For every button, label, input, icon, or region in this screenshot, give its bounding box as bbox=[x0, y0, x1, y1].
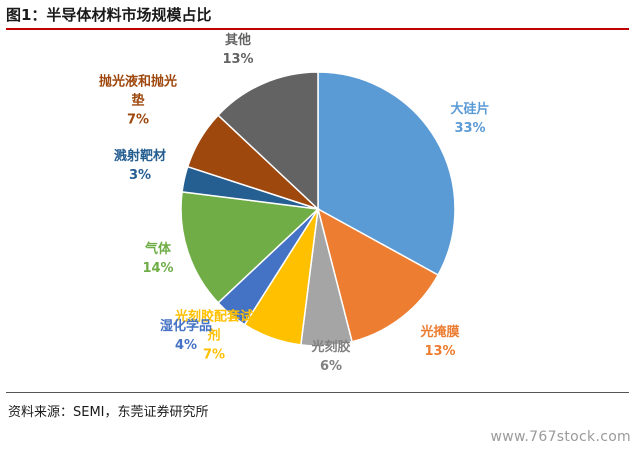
slice-percent-label: 4% bbox=[175, 338, 197, 353]
slice-percent-label: 13% bbox=[424, 344, 455, 359]
pie-slice-6 bbox=[180, 190, 320, 304]
slice-name-label: 光刻胶 bbox=[310, 339, 350, 355]
pie-slice-2 bbox=[316, 207, 440, 343]
footer-rule bbox=[6, 392, 629, 393]
slice-name-label: 光刻胶配套试 bbox=[174, 309, 253, 325]
slice-name-label: 光掩膜 bbox=[419, 324, 459, 340]
title-rule bbox=[6, 28, 629, 30]
slice-name-label: 溅射靶材 bbox=[114, 148, 166, 164]
slice-percent-label: 3% bbox=[129, 168, 151, 183]
slice-name-label: 其他 bbox=[225, 32, 251, 48]
pie-slice-1 bbox=[317, 71, 456, 277]
slice-percent-label: 6% bbox=[320, 359, 342, 374]
pie-slice-9 bbox=[217, 71, 319, 211]
slice-percent-label: 7% bbox=[203, 348, 225, 363]
watermark: www.767stock.com bbox=[490, 429, 631, 445]
slice-name-label: 气体 bbox=[145, 241, 172, 257]
slice-percent-label: 13% bbox=[222, 52, 253, 67]
slice-name-label: 湿化学品 bbox=[160, 318, 212, 334]
slice-percent-label: 14% bbox=[142, 261, 173, 276]
slice-name-label: 抛光液和抛光 bbox=[99, 74, 177, 90]
slice-name-label: 大硅片 bbox=[450, 101, 489, 117]
slice-name-label: 垫 bbox=[131, 93, 144, 109]
source-note: 资料来源：SEMI，东莞证券研究所 bbox=[8, 405, 209, 420]
slice-name-label: 剂 bbox=[206, 328, 220, 344]
chart-title: 图1：半导体材料市场规模占比 bbox=[6, 6, 212, 24]
slice-percent-label: 33% bbox=[454, 121, 485, 136]
slice-percent-label: 7% bbox=[127, 113, 149, 128]
